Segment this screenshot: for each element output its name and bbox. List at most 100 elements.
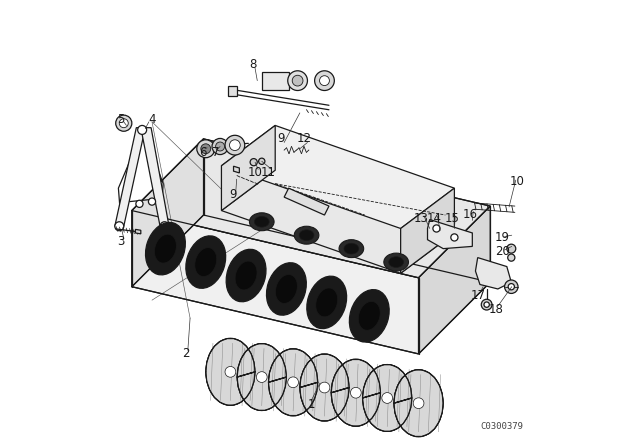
Text: 20: 20	[495, 245, 510, 258]
Ellipse shape	[300, 354, 349, 421]
Text: 9: 9	[277, 132, 285, 146]
Polygon shape	[132, 139, 204, 287]
Text: 14: 14	[427, 212, 442, 225]
Text: 15: 15	[445, 212, 460, 225]
Circle shape	[507, 244, 516, 253]
Circle shape	[250, 159, 257, 166]
Circle shape	[351, 388, 361, 398]
Ellipse shape	[269, 349, 317, 416]
Polygon shape	[221, 125, 454, 228]
Circle shape	[136, 200, 143, 207]
Ellipse shape	[275, 275, 298, 303]
Ellipse shape	[339, 240, 364, 258]
Text: 8: 8	[249, 58, 257, 72]
Text: 10: 10	[248, 166, 262, 179]
Circle shape	[319, 76, 330, 86]
Ellipse shape	[344, 243, 359, 254]
Polygon shape	[228, 86, 237, 96]
Circle shape	[225, 366, 236, 377]
Ellipse shape	[362, 364, 412, 431]
Text: 7: 7	[212, 146, 220, 159]
Polygon shape	[115, 128, 145, 226]
Ellipse shape	[294, 226, 319, 244]
Text: 2: 2	[182, 347, 189, 361]
Ellipse shape	[226, 249, 266, 302]
Polygon shape	[132, 139, 490, 278]
Text: 16: 16	[463, 207, 477, 221]
Ellipse shape	[349, 289, 389, 342]
Ellipse shape	[254, 216, 269, 227]
Circle shape	[288, 71, 307, 90]
Circle shape	[148, 198, 156, 205]
Text: 17: 17	[470, 289, 485, 302]
Polygon shape	[401, 188, 454, 273]
Polygon shape	[132, 211, 419, 354]
Ellipse shape	[332, 359, 380, 426]
Polygon shape	[136, 229, 141, 234]
Text: 13: 13	[413, 212, 428, 225]
Circle shape	[115, 222, 124, 231]
Circle shape	[504, 280, 518, 293]
Circle shape	[119, 119, 128, 128]
Text: 6: 6	[199, 146, 206, 159]
Text: 12: 12	[297, 132, 312, 146]
Ellipse shape	[250, 213, 274, 231]
Ellipse shape	[316, 288, 338, 317]
Circle shape	[484, 302, 490, 307]
Circle shape	[292, 75, 303, 86]
Ellipse shape	[154, 234, 177, 263]
Text: 4: 4	[148, 113, 156, 126]
Text: C0300379: C0300379	[480, 422, 523, 431]
Circle shape	[508, 284, 515, 290]
Circle shape	[508, 254, 515, 261]
Text: 11: 11	[261, 166, 276, 179]
Ellipse shape	[195, 248, 217, 276]
Ellipse shape	[235, 261, 257, 290]
Circle shape	[433, 225, 440, 232]
Text: 9: 9	[229, 188, 236, 202]
Text: 19: 19	[495, 231, 510, 244]
Ellipse shape	[307, 276, 347, 329]
Circle shape	[451, 234, 458, 241]
Circle shape	[212, 138, 228, 155]
Polygon shape	[262, 72, 289, 90]
Circle shape	[197, 140, 215, 158]
Circle shape	[259, 158, 265, 164]
Polygon shape	[428, 220, 472, 249]
Circle shape	[315, 71, 334, 90]
Polygon shape	[221, 170, 454, 273]
Polygon shape	[141, 128, 169, 226]
Circle shape	[138, 125, 147, 134]
Circle shape	[257, 372, 267, 383]
Circle shape	[288, 377, 298, 388]
Ellipse shape	[186, 236, 226, 289]
Circle shape	[413, 398, 424, 409]
Ellipse shape	[358, 302, 380, 330]
Polygon shape	[476, 258, 511, 289]
Ellipse shape	[206, 338, 255, 405]
Circle shape	[116, 115, 132, 131]
Ellipse shape	[394, 370, 443, 437]
Circle shape	[216, 142, 225, 151]
Circle shape	[225, 135, 244, 155]
Polygon shape	[234, 166, 239, 173]
Circle shape	[382, 392, 392, 403]
Ellipse shape	[237, 344, 287, 411]
Polygon shape	[419, 206, 490, 354]
Polygon shape	[221, 125, 275, 211]
Polygon shape	[284, 188, 329, 215]
Ellipse shape	[384, 253, 408, 271]
Ellipse shape	[299, 230, 314, 241]
Text: 1: 1	[307, 397, 315, 411]
Circle shape	[481, 299, 492, 310]
Ellipse shape	[266, 263, 307, 315]
Text: 3: 3	[117, 235, 124, 249]
Circle shape	[201, 144, 211, 154]
Text: 18: 18	[488, 302, 503, 316]
Circle shape	[160, 222, 169, 231]
Ellipse shape	[145, 222, 186, 275]
Ellipse shape	[388, 257, 404, 267]
Circle shape	[230, 140, 240, 151]
Circle shape	[319, 382, 330, 393]
Text: 5: 5	[117, 113, 124, 126]
